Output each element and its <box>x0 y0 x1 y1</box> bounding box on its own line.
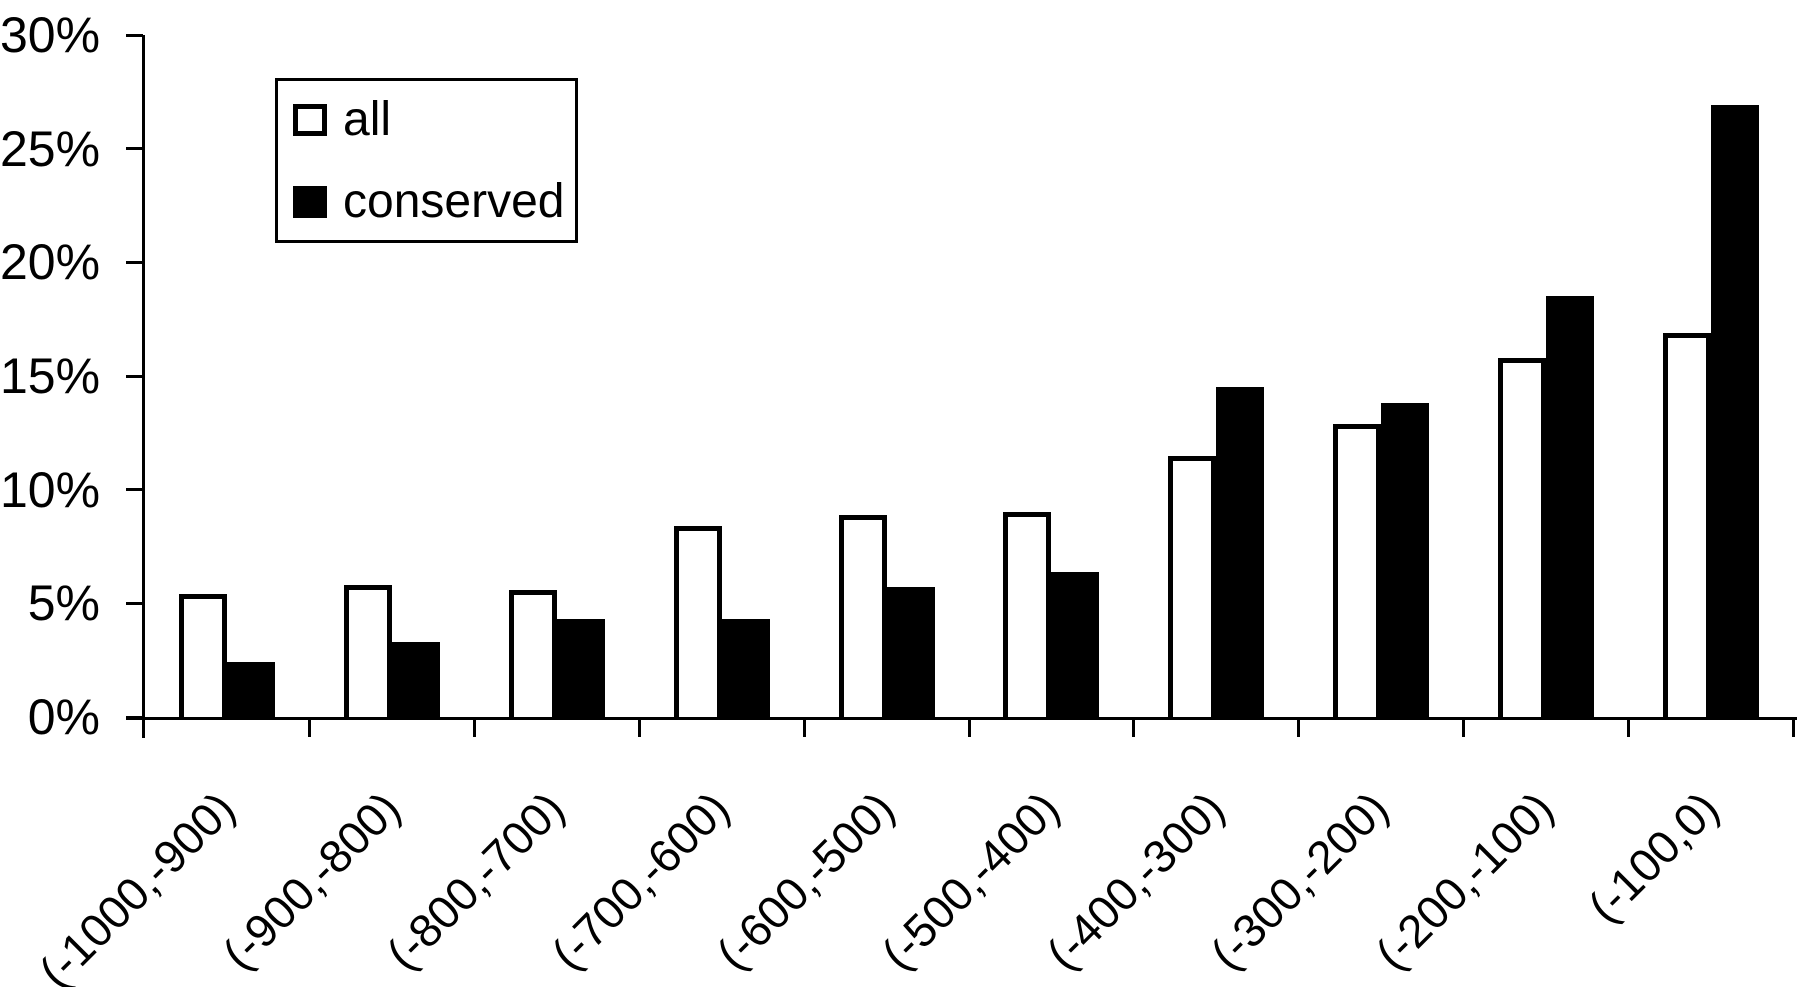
y-tick-30% <box>126 33 143 37</box>
legend: all conserved <box>275 78 578 243</box>
bar-all-(-600,-500) <box>838 515 887 717</box>
bar-all-(-800,-700) <box>509 590 557 717</box>
y-tick-10% <box>126 488 143 492</box>
y-tick-label-5%: 5% <box>27 575 100 632</box>
bar-all-(-100,0) <box>1662 333 1711 717</box>
x-tick-5 <box>967 720 971 737</box>
bar-all-(-1000,-900) <box>179 594 228 717</box>
x-tick-6 <box>1132 720 1136 737</box>
y-tick-label-25%: 25% <box>0 120 101 177</box>
x-tick-label-(-800,-700): (-800,-700) <box>376 781 575 980</box>
x-tick-label-(-400,-300): (-400,-300) <box>1035 781 1234 980</box>
bar-all-(-500,-400) <box>1003 512 1052 717</box>
bar-all-(-900,-800) <box>344 585 393 717</box>
plot-area <box>145 35 1793 717</box>
bar-conserved-(-100,0) <box>1710 105 1759 717</box>
bar-conserved-(-700,-600) <box>721 619 770 717</box>
x-tick-label-(-900,-800): (-900,-800) <box>211 781 410 980</box>
x-tick-label-(-700,-600): (-700,-600) <box>541 781 740 980</box>
x-tick-label-(-1000,-900): (-1000,-900) <box>29 781 245 987</box>
y-axis-line <box>142 35 145 738</box>
x-tick-9 <box>1626 720 1630 737</box>
x-tick-3 <box>637 720 641 737</box>
bar-all-(-300,-200) <box>1333 424 1381 717</box>
y-tick-0% <box>126 715 143 719</box>
y-tick-5% <box>126 601 143 605</box>
legend-item-conserved: conserved <box>293 174 575 230</box>
x-tick-1 <box>308 720 312 737</box>
x-axis-line <box>126 717 1797 720</box>
x-tick-8 <box>1461 720 1465 737</box>
bar-all-(-200,-100) <box>1497 358 1546 717</box>
y-tick-20% <box>126 260 143 264</box>
y-tick-label-0%: 0% <box>27 689 100 745</box>
y-tick-label-15%: 15% <box>0 348 101 404</box>
bar-all-(-400,-300) <box>1168 456 1217 717</box>
bar-all-(-700,-600) <box>673 526 722 717</box>
x-tick-7 <box>1297 720 1301 737</box>
bar-conserved-(-300,-200) <box>1381 403 1429 717</box>
y-tick-25% <box>126 147 143 151</box>
legend-label-all: all <box>343 92 392 146</box>
x-tick-label-(-600,-500): (-600,-500) <box>706 781 905 980</box>
x-tick-2 <box>473 720 477 737</box>
x-tick-label-(-300,-200): (-300,-200) <box>1200 781 1399 980</box>
x-tick-label-(-100,0): (-100,0) <box>1577 781 1729 933</box>
y-tick-label-10%: 10% <box>0 461 101 518</box>
x-tick-label-(-500,-400): (-500,-400) <box>871 781 1069 980</box>
bar-conserved-(-800,-700) <box>557 619 605 717</box>
bar-conserved-(-500,-400) <box>1051 572 1100 717</box>
bar-conserved-(-400,-300) <box>1216 387 1265 717</box>
x-tick-label-(-200,-100): (-200,-100) <box>1365 781 1564 980</box>
x-tick-4 <box>802 720 806 737</box>
legend-label-conserved: conserved <box>343 174 565 228</box>
y-tick-label-20%: 20% <box>0 234 101 291</box>
legend-swatch-all <box>293 103 327 136</box>
legend-swatch-conserved <box>293 185 327 218</box>
y-tick-15% <box>126 374 143 378</box>
bar-conserved-(-900,-800) <box>392 642 441 717</box>
legend-item-all: all <box>293 92 575 148</box>
bar-conserved-(-600,-500) <box>886 587 935 717</box>
bar-conserved-(-200,-100) <box>1545 296 1594 717</box>
bar-conserved-(-1000,-900) <box>227 662 276 717</box>
y-tick-label-30%: 30% <box>0 7 101 63</box>
x-tick-10 <box>1791 720 1795 737</box>
